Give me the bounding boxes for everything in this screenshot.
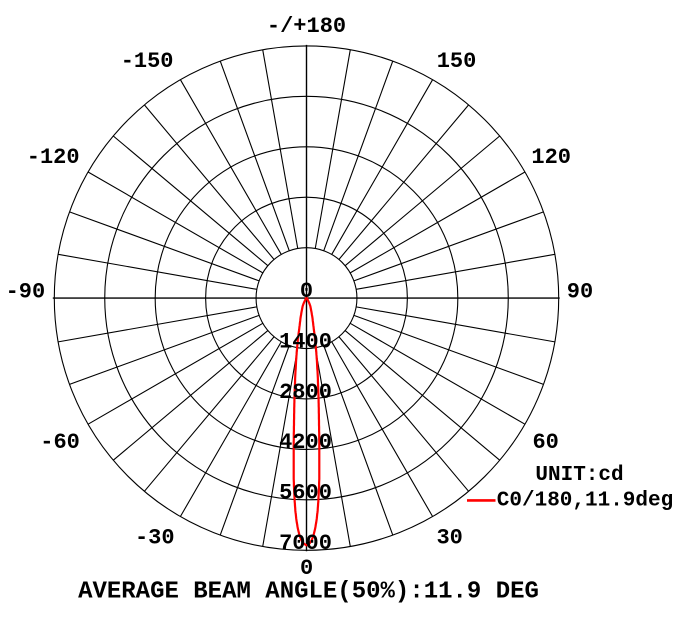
svg-text:7000: 7000 <box>279 531 332 556</box>
svg-text:4200: 4200 <box>279 430 332 455</box>
svg-text:-150: -150 <box>121 49 174 74</box>
svg-text:120: 120 <box>531 145 571 170</box>
svg-text:AVERAGE BEAM ANGLE(50%):11.9 D: AVERAGE BEAM ANGLE(50%):11.9 DEG <box>78 579 539 606</box>
svg-text:0: 0 <box>300 279 313 304</box>
svg-text:60: 60 <box>532 430 558 455</box>
svg-text:2800: 2800 <box>279 380 332 405</box>
svg-text:UNIT:cd: UNIT:cd <box>535 464 623 487</box>
svg-text:1400: 1400 <box>279 329 332 354</box>
svg-text:5600: 5600 <box>279 481 332 506</box>
svg-text:150: 150 <box>437 49 477 74</box>
svg-text:-30: -30 <box>135 525 175 550</box>
svg-text:30: 30 <box>436 525 462 550</box>
svg-text:-60: -60 <box>40 430 80 455</box>
svg-text:C0/180,11.9deg: C0/180,11.9deg <box>497 489 673 512</box>
svg-text:0: 0 <box>300 556 313 581</box>
svg-text:-90: -90 <box>6 280 46 305</box>
svg-text:90: 90 <box>567 280 593 305</box>
svg-text:-120: -120 <box>27 145 80 170</box>
svg-text:-/+180: -/+180 <box>267 14 346 39</box>
